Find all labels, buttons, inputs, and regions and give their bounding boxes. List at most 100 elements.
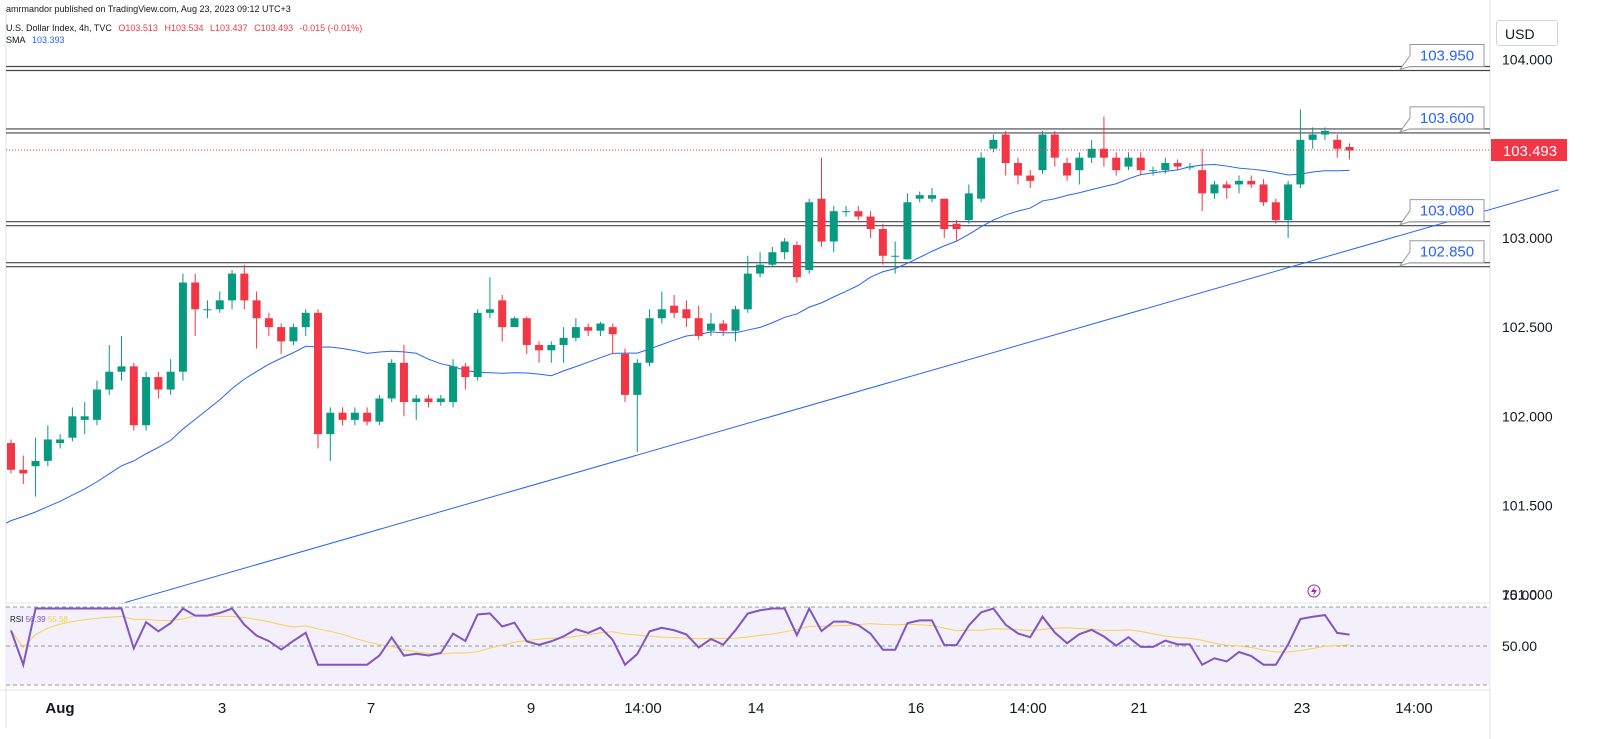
level-label: 102.850: [1420, 244, 1474, 261]
symbol-text[interactable]: U.S. Dollar Index, 4h, TVC: [6, 23, 112, 33]
level-lines: [6, 65, 1490, 268]
candle-body: [228, 273, 237, 301]
candle-body: [461, 366, 470, 378]
candles: [7, 109, 1354, 497]
sma-value: 103.393: [32, 35, 65, 45]
candle-body: [1013, 163, 1022, 176]
rsi-pane[interactable]: 75.00 50.00: [6, 587, 1537, 686]
price-axis[interactable]: 104.000103.500103.000102.500102.000101.5…: [1491, 52, 1567, 603]
candle-body: [903, 202, 912, 260]
lightning-icon[interactable]: [1307, 584, 1321, 598]
ohlc-line: U.S. Dollar Index, 4h, TVC O103.513 H103…: [6, 23, 366, 34]
candle-body: [510, 318, 519, 328]
level-label: 103.950: [1420, 48, 1474, 65]
candle-body: [866, 216, 875, 230]
close-value: C103.493: [254, 23, 294, 33]
price-tick-label: 104.000: [1502, 52, 1553, 68]
time-tick-label: 14: [748, 700, 765, 717]
candle-body: [1063, 163, 1072, 176]
candle-body: [178, 282, 187, 372]
candle-body: [1296, 139, 1305, 185]
candle-body: [1345, 146, 1354, 151]
candle-body: [154, 377, 163, 390]
candle-body: [805, 202, 814, 271]
candle-body: [1173, 163, 1182, 167]
open-value: O103.513: [118, 23, 158, 33]
candle-body: [621, 353, 629, 395]
candle-body: [891, 255, 900, 257]
time-tick-label: 9: [527, 700, 535, 717]
candle-body: [387, 362, 396, 399]
candle-body: [166, 371, 175, 390]
change-value: -0.015 (-0.01%): [299, 23, 363, 33]
sma-line: [5, 164, 1350, 524]
price-tick-label: 103.000: [1502, 230, 1553, 246]
candle-body: [964, 193, 973, 221]
candle-body: [7, 443, 15, 470]
candle-body: [92, 389, 101, 420]
level-label-box: [1398, 240, 1485, 267]
rsi-tick-label: 50.00: [1502, 638, 1537, 654]
candle-body: [80, 416, 89, 420]
candle-body: [706, 323, 715, 331]
candle-body: [1271, 202, 1280, 221]
trendline: [121, 189, 1559, 605]
high-value: H103.534: [164, 23, 204, 33]
published-text: amrmandor published on TradingView.com, …: [6, 4, 291, 14]
candle-body: [314, 312, 322, 435]
candle-body: [1235, 180, 1243, 185]
time-axis[interactable]: Aug 3 7 9 14:00 14 16 14:00 21 23 14:00: [0, 689, 1490, 717]
candle-body: [264, 318, 273, 328]
candle-body: [240, 273, 249, 301]
candle-body: [694, 318, 703, 337]
candle-body: [1099, 148, 1108, 158]
candle-body: [277, 327, 286, 342]
candle-body: [56, 439, 65, 444]
time-tick-label: 14:00: [1009, 700, 1047, 717]
current-price-label: 103.493: [1503, 143, 1557, 160]
candle-body: [1026, 175, 1035, 181]
sma-path: [5, 164, 1350, 524]
candle-body: [1075, 157, 1084, 171]
candle-body: [1149, 170, 1158, 172]
candle-body: [657, 309, 666, 319]
candle-body: [1161, 163, 1170, 171]
candle-body: [473, 312, 482, 378]
candle-body: [928, 195, 936, 199]
rsi-line: [10, 606, 1350, 669]
level-label: 103.600: [1420, 110, 1474, 127]
time-tick-label: 23: [1294, 700, 1311, 717]
candle-body: [719, 323, 728, 331]
trend-line: [121, 189, 1559, 605]
candle-body: [1308, 134, 1317, 140]
candle-body: [1038, 134, 1047, 171]
candle-body: [19, 469, 28, 474]
currency-button[interactable]: USD: [1496, 20, 1558, 46]
sma-label: SMA: [6, 35, 26, 45]
sma-legend[interactable]: SMA 103.393: [6, 35, 69, 46]
rsi-legend[interactable]: RSI 56.39 55.58: [10, 615, 68, 624]
level-labels[interactable]: 103.950 103.600 103.080 102.850: [1398, 44, 1485, 267]
level-label: 103.080: [1420, 203, 1474, 220]
candle-body: [768, 252, 777, 265]
time-tick-label: 21: [1131, 700, 1148, 717]
candle-body: [301, 312, 310, 328]
candle-body: [559, 337, 568, 345]
price-tick-label: 102.500: [1502, 319, 1553, 335]
candle-body: [608, 327, 617, 335]
time-tick-label: 7: [367, 700, 375, 717]
level-label-box: [1398, 199, 1485, 226]
candle-body: [215, 300, 224, 310]
candle-body: [878, 229, 887, 256]
time-tick-label: Aug: [45, 700, 74, 717]
candle-body: [117, 366, 126, 372]
time-tick-label: 14:00: [624, 700, 662, 717]
price-tick-label: 101.000: [1502, 587, 1553, 603]
candle-body: [31, 460, 40, 467]
candle-body: [498, 300, 507, 328]
candle-body: [522, 318, 531, 345]
candle-body: [792, 245, 801, 278]
candle-body: [1210, 184, 1219, 194]
candle-body: [68, 416, 77, 438]
